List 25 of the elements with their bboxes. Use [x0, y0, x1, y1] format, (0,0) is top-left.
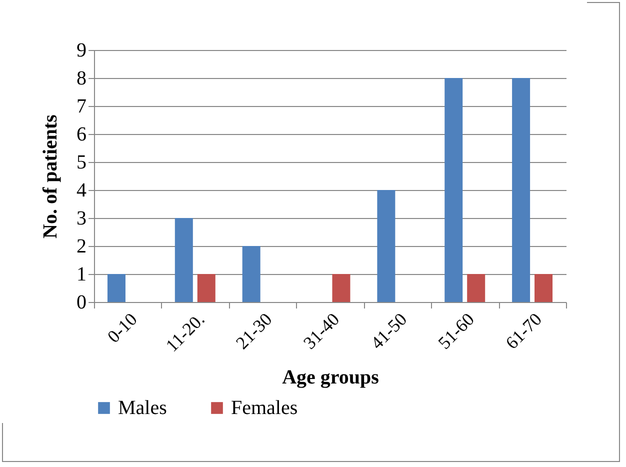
- legend-label: Females: [231, 397, 298, 419]
- y-tick-label: 0: [76, 292, 86, 314]
- bar: [467, 274, 486, 302]
- y-axis-title: No. of patients: [40, 114, 62, 238]
- bar: [174, 218, 193, 302]
- bar: [444, 78, 463, 302]
- bar: [534, 274, 553, 302]
- y-tick-label: 9: [76, 40, 86, 62]
- bar: [242, 246, 260, 302]
- y-tick-label: 5: [76, 152, 86, 174]
- x-tick-label: 0-10: [103, 309, 141, 347]
- y-tick-label: 4: [76, 180, 86, 202]
- bar: [377, 190, 396, 302]
- x-axis-title: Age groups: [282, 366, 380, 389]
- bar: [332, 274, 350, 302]
- legend-label: Males: [118, 397, 168, 419]
- y-tick-label: 3: [76, 208, 86, 230]
- y-tick-label: 7: [76, 96, 86, 118]
- y-tick-label: 6: [76, 124, 86, 146]
- bar: [512, 78, 530, 302]
- y-tick-label: 8: [76, 68, 86, 90]
- bar: [197, 274, 216, 302]
- y-tick-label: 2: [76, 236, 86, 258]
- bar: [107, 274, 126, 302]
- y-tick-label: 1: [76, 264, 86, 286]
